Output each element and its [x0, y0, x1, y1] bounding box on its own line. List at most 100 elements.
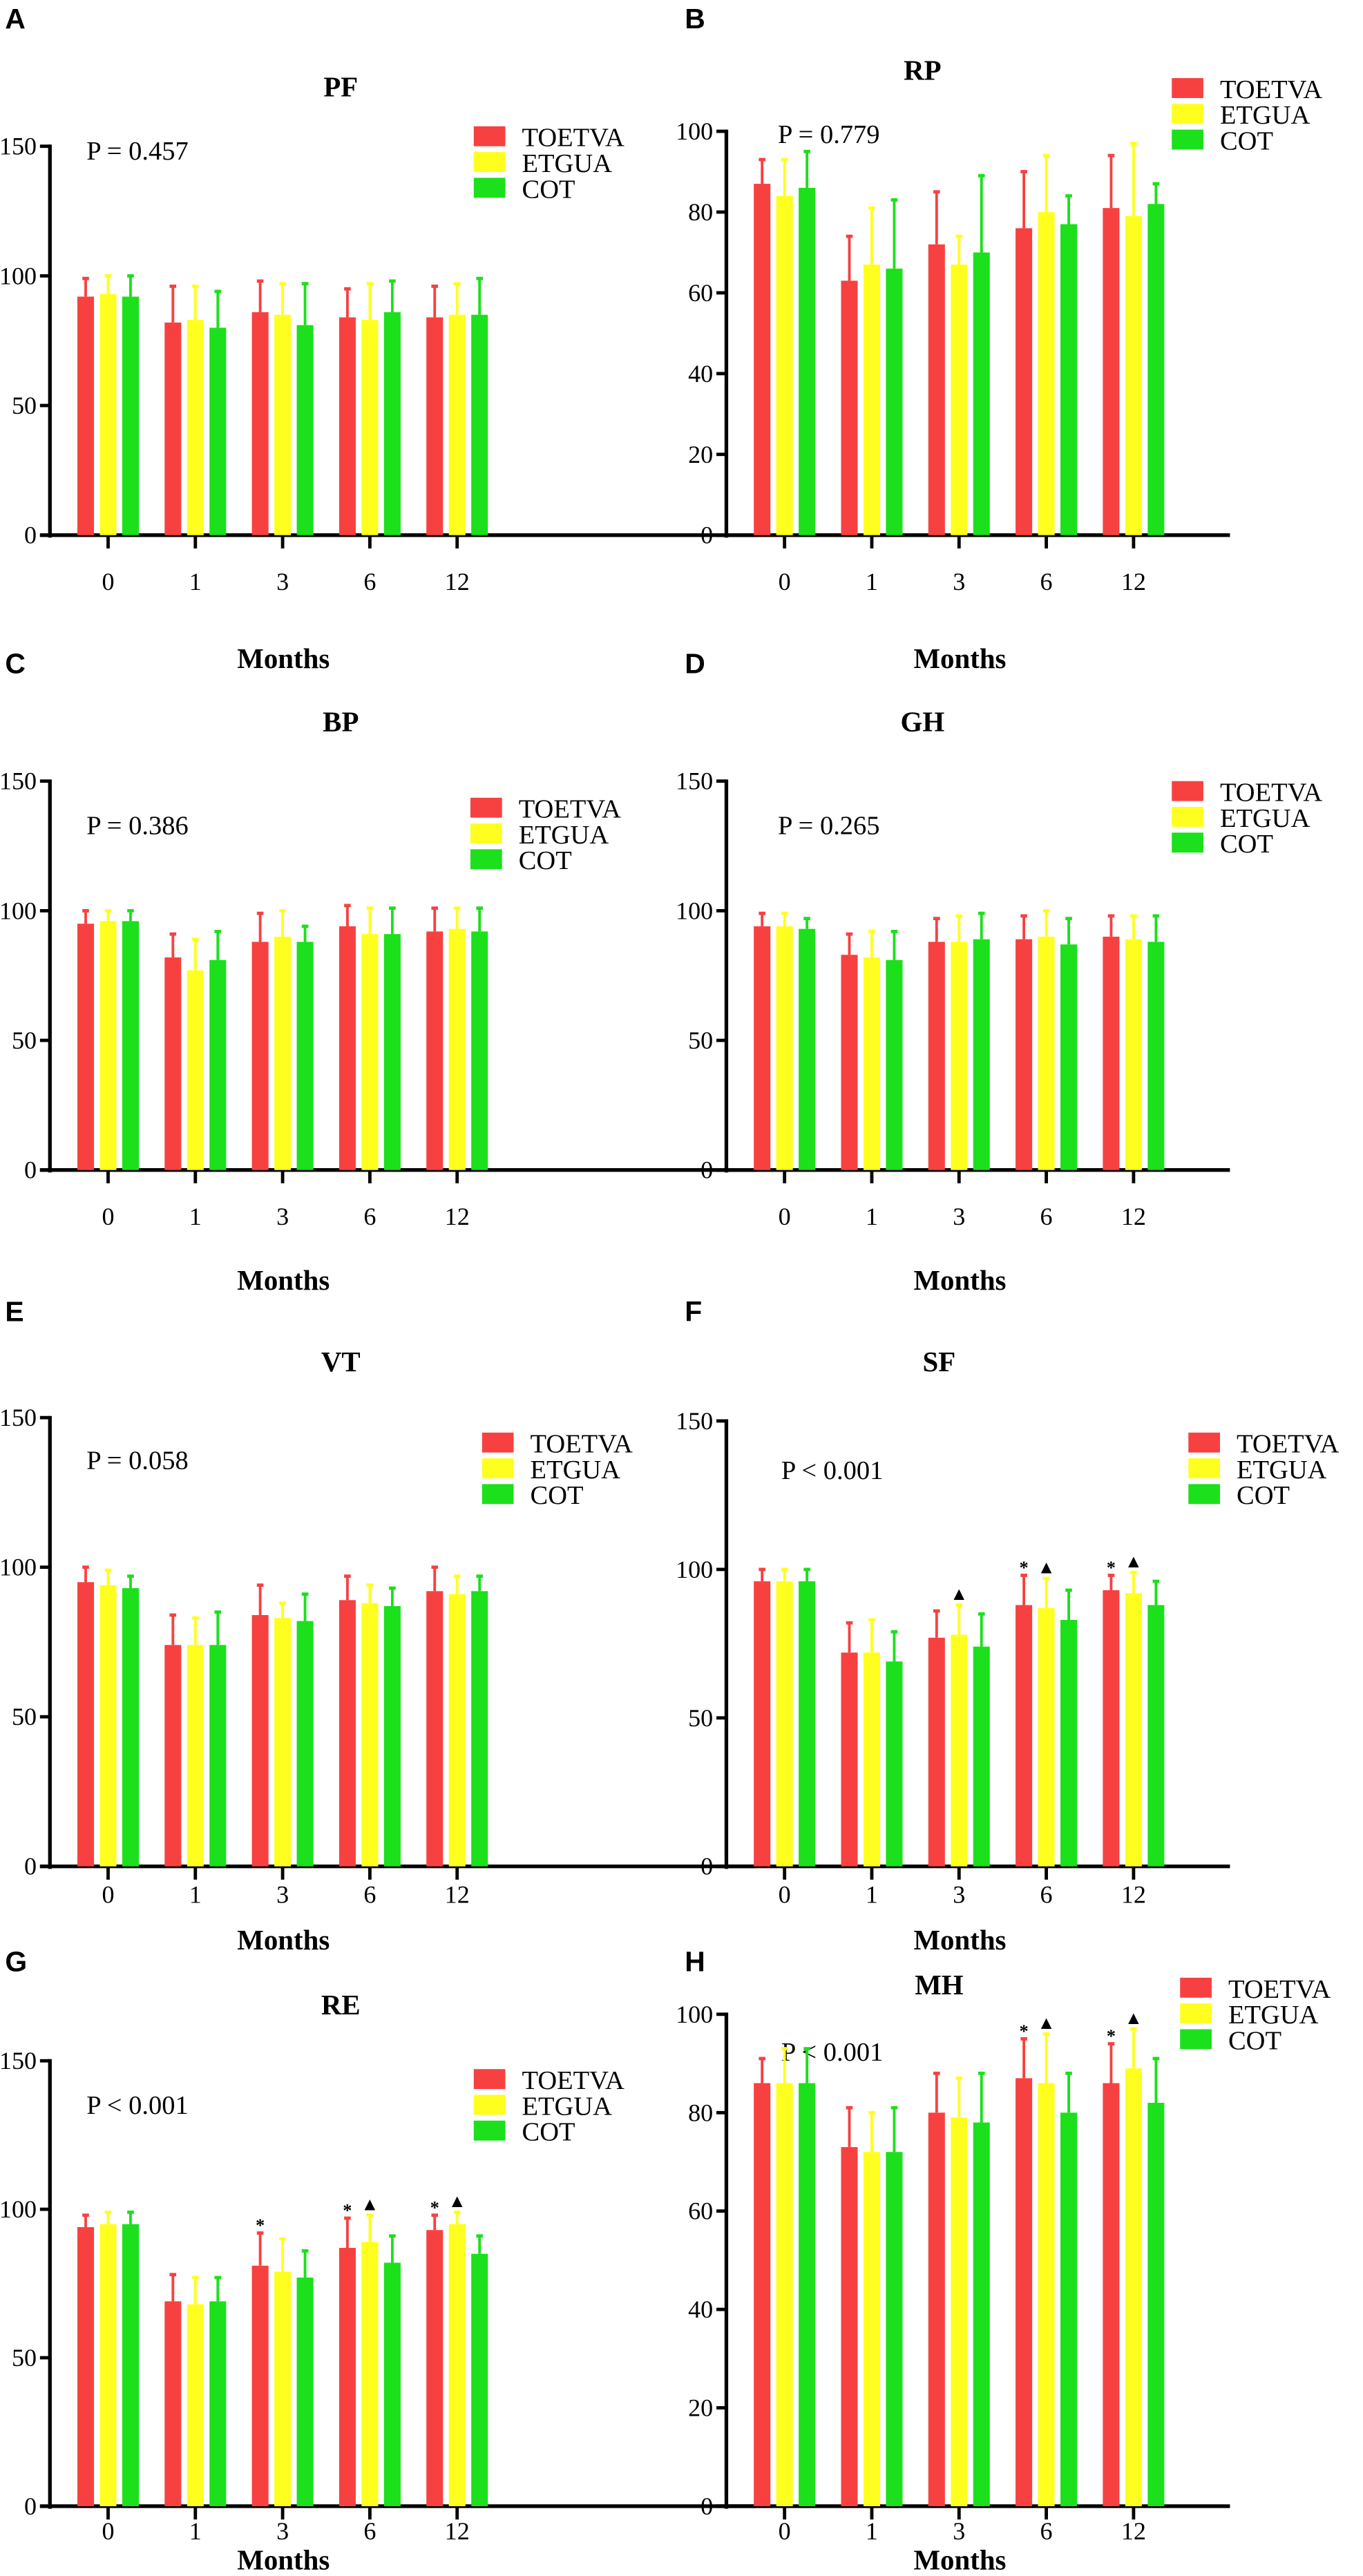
- bar-toetva-6: [1016, 2078, 1033, 2506]
- x-tick-label: 1: [866, 2517, 878, 2545]
- y-tick-label: 0: [24, 1853, 37, 1880]
- bar-etgua-6: [1038, 2083, 1055, 2506]
- bar-toetva-3: [928, 2112, 945, 2506]
- legend-swatch-etgua: [1188, 1458, 1220, 1478]
- y-tick-label: 0: [24, 522, 37, 549]
- bar-cot-3: [296, 1621, 314, 1867]
- x-tick-label: 6: [1040, 2517, 1053, 2545]
- panel-label: G: [5, 1945, 27, 1977]
- bar-etgua-1: [187, 1645, 204, 1867]
- y-tick-label: 50: [12, 1703, 37, 1730]
- y-tick-label: 100: [676, 117, 713, 145]
- panel-label: C: [5, 647, 26, 679]
- legend-swatch-etgua: [1180, 2003, 1212, 2024]
- panel-label: E: [5, 1296, 23, 1328]
- significance-mark: ▲: [1037, 1557, 1055, 1578]
- chart-title: SF: [923, 1346, 956, 1377]
- legend-swatch-cot: [1172, 129, 1203, 150]
- y-tick-label: 60: [688, 279, 713, 307]
- significance-mark: ▲: [1125, 1551, 1143, 1572]
- x-tick-label: 1: [189, 1881, 202, 1909]
- bar-cot-1: [209, 1645, 227, 1867]
- x-tick-label: 3: [953, 1881, 965, 1909]
- bar-cot-12: [471, 931, 488, 1170]
- bar-toetva-1: [841, 955, 858, 1170]
- legend-swatch-toetva: [473, 2069, 506, 2090]
- bar-etgua-1: [187, 2304, 204, 2506]
- bar-cot-0: [799, 928, 816, 1170]
- x-tick-label: 12: [445, 1881, 470, 1909]
- significance-mark: ▲: [1125, 2007, 1143, 2028]
- significance-mark: *: [430, 2197, 439, 2217]
- p-value: P < 0.001: [781, 2038, 884, 2067]
- chart-title: RP: [904, 55, 941, 86]
- bar-etgua-3: [274, 1618, 292, 1867]
- y-tick-label: 50: [12, 1027, 37, 1054]
- legend-label: TOETVA: [522, 124, 625, 153]
- bar-etgua-6: [1038, 1607, 1055, 1867]
- bar-cot-0: [799, 187, 816, 535]
- y-tick-label: 150: [0, 767, 37, 795]
- bar-toetva-1: [841, 1652, 858, 1867]
- legend-swatch-etgua: [482, 1458, 514, 1478]
- x-tick-label: 12: [445, 1203, 470, 1230]
- bar-etgua-6: [361, 934, 379, 1170]
- panel-C: C BP P = 0.386 0 50 100 150 0 1 3 6 12 Months TOETVAE…: [0, 647, 756, 1296]
- bar-cot-12: [471, 314, 488, 535]
- legend-label: TOETVA: [1237, 1430, 1339, 1459]
- legend-label: COT: [522, 2118, 575, 2147]
- panel-label: B: [685, 3, 705, 35]
- legend-swatch-toetva: [470, 797, 502, 818]
- bar-cot-1: [886, 268, 903, 535]
- y-tick-label: 100: [0, 2195, 37, 2223]
- p-value: P = 0.779: [778, 120, 880, 149]
- x-tick-label: 6: [363, 1881, 376, 1909]
- x-tick-label: 12: [445, 568, 470, 595]
- chart-title: RE: [321, 1990, 361, 2021]
- bar-toetva-0: [77, 2226, 95, 2506]
- x-axis-label: Months: [237, 643, 330, 674]
- x-tick-label: 3: [276, 1881, 289, 1909]
- bar-cot-1: [886, 960, 903, 1170]
- bar-toetva-12: [426, 931, 444, 1170]
- y-tick-label: 0: [700, 522, 713, 549]
- significance-mark: *: [343, 2200, 352, 2221]
- x-axis-label: Months: [913, 2544, 1006, 2575]
- legend-swatch-etgua: [470, 823, 502, 843]
- x-axis-label: Months: [913, 1265, 1006, 1296]
- x-tick-label: 3: [953, 568, 965, 595]
- y-tick-label: 60: [688, 2197, 713, 2225]
- significance-mark: *: [1107, 1557, 1116, 1578]
- y-tick-label: 40: [688, 2296, 713, 2323]
- legend-swatch-toetva: [482, 1432, 514, 1453]
- bar-cot-0: [799, 1581, 816, 1867]
- bar-toetva-3: [928, 244, 945, 535]
- legend-label: COT: [1220, 127, 1273, 156]
- x-tick-label: 6: [1040, 568, 1053, 595]
- bar-etgua-12: [1125, 1593, 1142, 1867]
- bar-cot-3: [973, 939, 990, 1170]
- chart-title: PF: [323, 72, 358, 103]
- significance-mark: ▲: [950, 1583, 968, 1604]
- y-tick-label: 20: [688, 441, 713, 468]
- bar-toetva-0: [77, 924, 95, 1170]
- bar-cot-6: [383, 934, 401, 1170]
- bar-toetva-3: [928, 1637, 945, 1867]
- y-tick-label: 50: [12, 392, 37, 419]
- x-tick-label: 1: [866, 1881, 878, 1909]
- bar-cot-12: [471, 2253, 488, 2506]
- p-value: P = 0.386: [86, 812, 189, 841]
- panel-F: F SF P < 0.001 0 50 100 150 0 1 3 6 12 ▲ * ▲ * ▲ Months TO…: [676, 1296, 1339, 1956]
- bar-toetva-12: [426, 1591, 444, 1867]
- y-tick-label: 100: [0, 262, 37, 289]
- bar-etgua-6: [361, 1603, 379, 1867]
- bar-cot-0: [122, 1587, 140, 1867]
- x-tick-label: 0: [779, 568, 791, 595]
- legend-swatch-etgua: [473, 152, 506, 173]
- bar-cot-1: [886, 1661, 903, 1867]
- legend-label: COT: [1220, 830, 1273, 859]
- bar-etgua-12: [1125, 216, 1142, 535]
- bar-toetva-6: [339, 317, 356, 535]
- legend-swatch-toetva: [1172, 781, 1203, 801]
- y-tick-label: 100: [676, 897, 713, 924]
